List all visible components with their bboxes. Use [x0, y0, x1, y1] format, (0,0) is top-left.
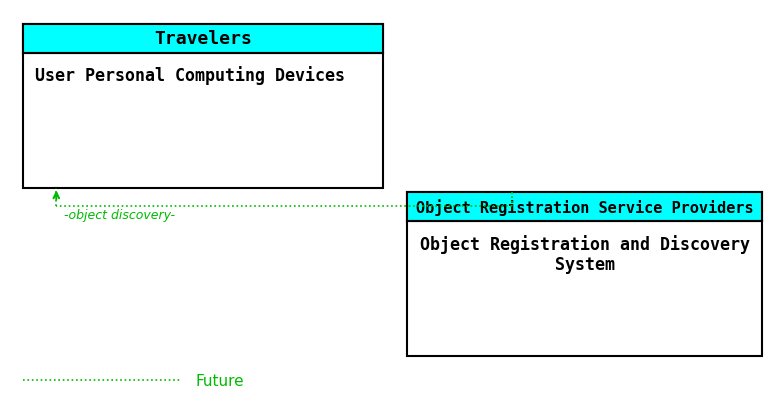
- Bar: [23, 25, 383, 188]
- Text: -object discovery-: -object discovery-: [64, 209, 175, 222]
- Text: Object Registration Service Providers: Object Registration Service Providers: [416, 198, 753, 216]
- Text: Travelers: Travelers: [154, 30, 253, 48]
- Bar: [407, 192, 762, 356]
- Text: Object Registration and Discovery
System: Object Registration and Discovery System: [420, 234, 749, 274]
- Bar: [407, 192, 762, 222]
- Text: Future: Future: [196, 373, 244, 388]
- Text: User Personal Computing Devices: User Personal Computing Devices: [35, 66, 345, 85]
- Bar: [23, 25, 383, 54]
